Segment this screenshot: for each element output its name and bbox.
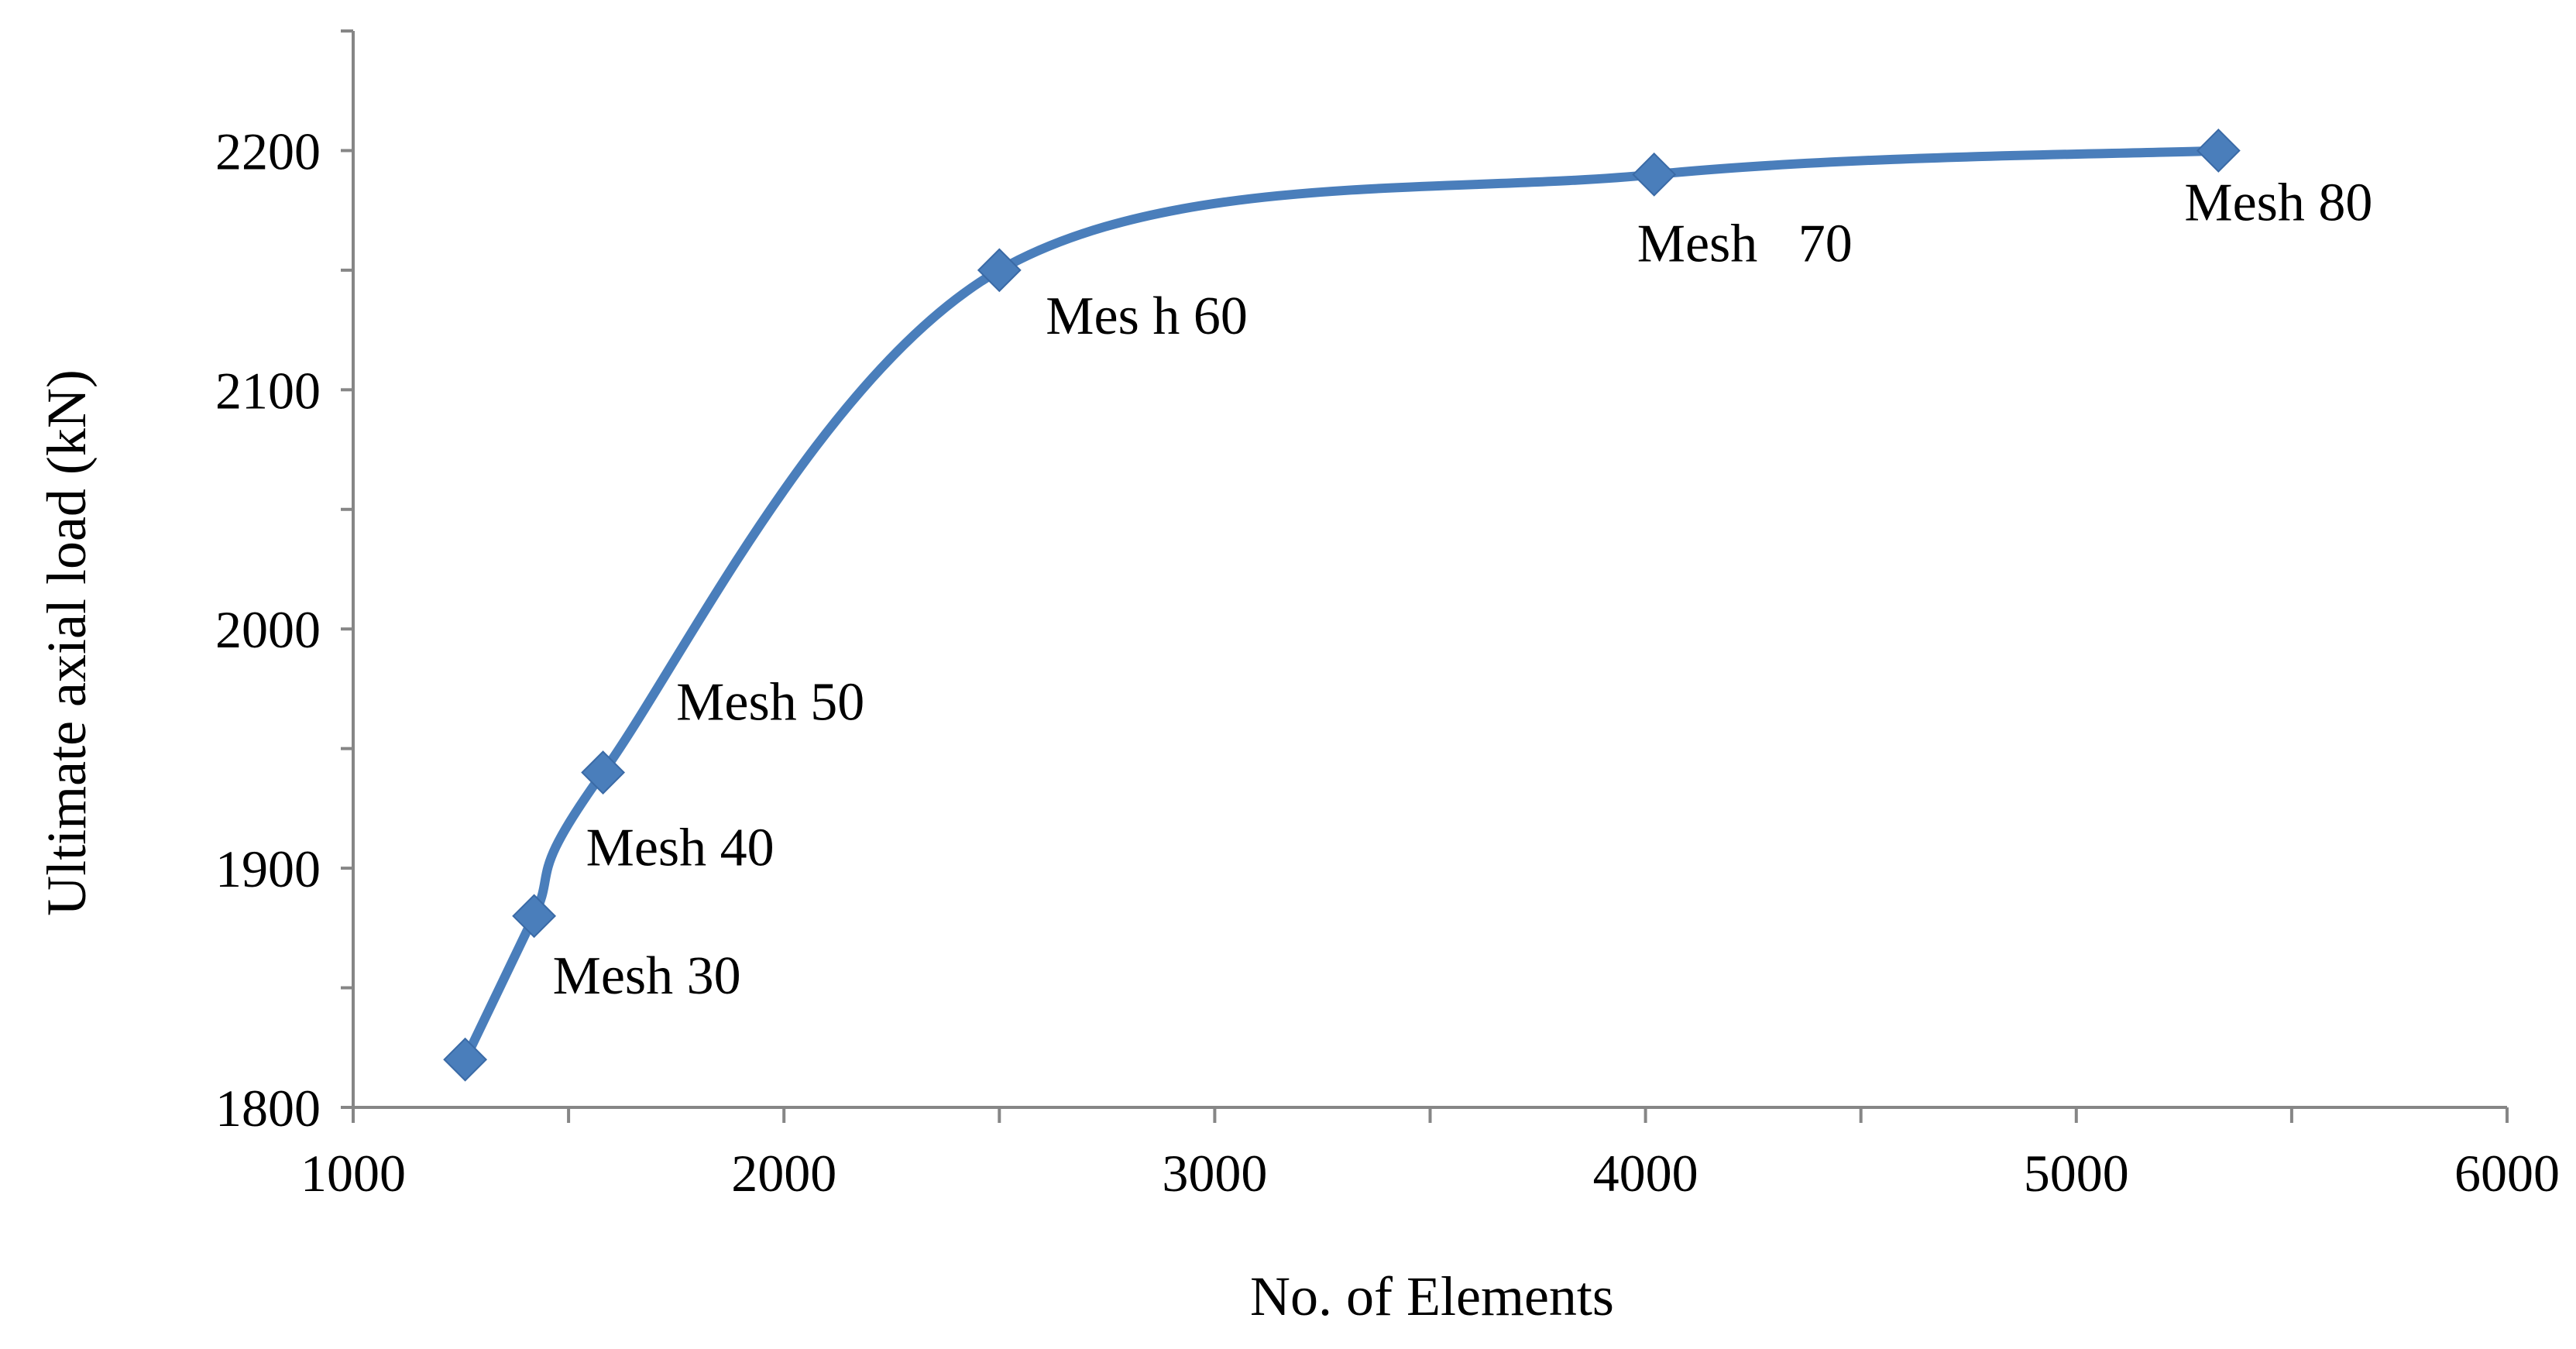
x-tick-label: 4000 — [1593, 1144, 1698, 1203]
x-tick-label: 6000 — [2454, 1144, 2560, 1203]
point-label: Mesh 40 — [586, 819, 775, 878]
x-axis-title: No. of Elements — [1250, 1265, 1614, 1327]
annotation-label: Mesh 50 — [676, 673, 864, 733]
ticks: 1800 1900 2000 2100 2200 1000 2000 3000 4000 5000… — [215, 29, 2560, 1203]
x-tick-label: 3000 — [1162, 1144, 1267, 1203]
y-tick-label: 2200 — [215, 122, 321, 180]
series — [443, 129, 2241, 1082]
point-label: Mesh 30 — [553, 946, 741, 1006]
data-point-marker — [581, 750, 626, 795]
point-label: Mes h 60 — [1046, 287, 1248, 346]
data-point-marker — [1632, 152, 1677, 197]
data-point-marker — [977, 248, 1022, 293]
y-tick-label: 1900 — [215, 839, 321, 898]
data-point-marker — [512, 894, 557, 939]
y-tick-label: 1800 — [215, 1079, 321, 1138]
x-tick-label: 5000 — [2024, 1144, 2129, 1203]
y-tick-label: 2000 — [215, 600, 321, 659]
point-labels: Mesh 30 Mesh 40 Mes h 60 Mesh 70 Mesh 80 Mesh… — [553, 173, 2373, 1005]
data-point-marker — [2196, 129, 2241, 173]
x-tick-label: 2000 — [731, 1144, 836, 1203]
x-tick-label: 1000 — [301, 1144, 406, 1203]
series-line — [460, 146, 2224, 1065]
data-point-marker — [443, 1037, 488, 1082]
point-label: Mesh 80 — [2184, 173, 2372, 232]
y-axis-title: Ultimate axial load (kN) — [36, 369, 98, 916]
y-tick-label: 2100 — [215, 361, 321, 420]
point-label: Mesh 70 — [1637, 214, 1853, 273]
